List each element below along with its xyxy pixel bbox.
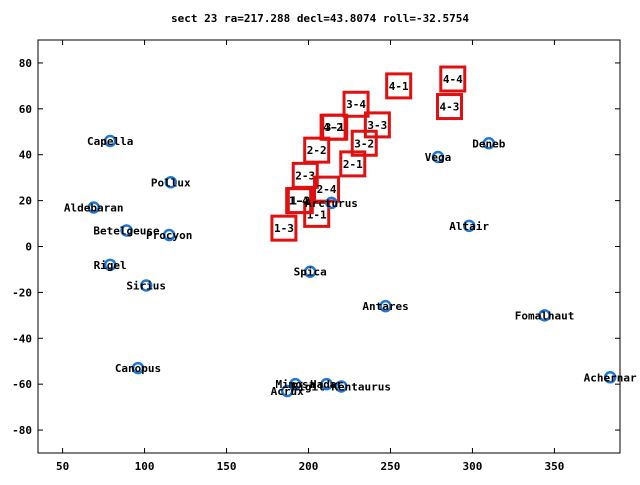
star-marker-rigel [103, 258, 117, 272]
star-label-sirius: Sirius [126, 280, 166, 293]
x-tick-label: 100 [135, 460, 155, 473]
star-marker-acrux [280, 384, 294, 398]
star-marker-pollux [164, 176, 178, 189]
star-label-capella: Capella [87, 135, 133, 148]
star-marker-spica [303, 265, 317, 278]
sector-label-3-2: 3-2 [354, 137, 374, 150]
star-label-altair: Altair [449, 220, 489, 233]
sector-label-4-4: 4-4 [443, 73, 463, 86]
star-label-antares: Antares [362, 300, 408, 313]
star-label-arcturus: Arcturus [305, 197, 358, 210]
y-tick-label: -60 [12, 378, 32, 391]
sector-box-1-3 [270, 214, 298, 242]
y-tick-label: -80 [12, 424, 32, 437]
x-tick-label: 50 [56, 460, 69, 473]
star-label-mimosa: Mimosa [276, 378, 316, 391]
y-tick-label: 80 [19, 57, 32, 70]
sector-label-4-1: 4-1 [389, 80, 409, 93]
star-label-canopus: Canopus [115, 362, 161, 375]
star-label-spica: Spica [294, 266, 327, 279]
sector-box-3-4 [342, 90, 370, 118]
sector-box-4-3 [435, 93, 463, 121]
star-label-procyon: Procyon [146, 229, 192, 242]
y-tick-label: 20 [19, 195, 32, 208]
y-tick-label: -20 [12, 286, 32, 299]
star-label-fomalhaut: Fomalhaut [515, 309, 575, 322]
star-marker-altair [462, 219, 476, 233]
star-marker-vega [431, 150, 445, 164]
star-markers [87, 134, 617, 398]
star-marker-betelgeuse [120, 224, 133, 237]
x-tick-label: 250 [381, 460, 401, 473]
star-marker-aldebaran [87, 201, 100, 214]
chart-title: sect 23 ra=217.288 decl=43.8074 roll=-32… [171, 12, 469, 25]
y-tick-label: -40 [12, 332, 32, 345]
star-label-rigel: Rigel [94, 259, 127, 272]
x-tick-label: 300 [463, 460, 483, 473]
star-marker-rigil-kentaurus [335, 380, 348, 393]
sector-label-2-1: 2-1 [343, 158, 363, 171]
sector-label-1-4: 1-4 [289, 195, 309, 208]
star-marker-arcturus [325, 196, 338, 210]
star-label-rigil-kentaurus: Rigil Kentaurus [292, 380, 391, 393]
sector-label-2-4: 2-4 [317, 183, 337, 196]
sector-box-3-3 [363, 111, 391, 139]
star-label-deneb: Deneb [472, 137, 505, 150]
star-marker-canopus [131, 361, 145, 375]
star-label-achernar: Achernar [584, 371, 637, 384]
y-tick-label: 0 [25, 241, 32, 254]
sector-box-2-3 [291, 161, 319, 189]
sector-boxes: 1-11-21-31-42-12-22-32-43-13-23-33-44-14… [270, 65, 467, 242]
star-marker-procyon [162, 228, 176, 242]
x-tick-label: 200 [299, 460, 319, 473]
axis-ticks: 50 100 150 200 250 300 350 -80 -60 -40 -20 0 20 40 60 8… [12, 40, 620, 473]
sector-label-1-3: 1-3 [274, 222, 294, 235]
star-marker-sirius [139, 279, 153, 292]
sector-label-3-3: 3-3 [367, 119, 387, 132]
star-label-hadar: Hadar [310, 378, 343, 391]
star-label-vega: Vega [425, 151, 452, 164]
star-marker-fomalhaut [538, 309, 551, 322]
star-marker-deneb [482, 137, 496, 150]
y-tick-label: 40 [19, 149, 32, 162]
star-marker-hadar [320, 377, 333, 391]
star-label-aldebaran: Aldebaran [64, 201, 124, 214]
sector-box-4-4 [439, 65, 467, 93]
sector-label-4-3: 4-3 [440, 101, 460, 114]
y-tick-label: 60 [19, 103, 32, 116]
star-label-pollux: Pollux [151, 176, 191, 189]
star-marker-mimosa [289, 377, 302, 391]
sector-label-2-3: 2-3 [295, 169, 315, 182]
star-marker-achernar [603, 371, 617, 384]
sector-box-4-1 [385, 72, 413, 100]
x-tick-label: 350 [544, 460, 564, 473]
sector-box-4-2 [319, 113, 347, 141]
star-label-betelgeuse: Betelgeuse [93, 224, 160, 237]
sector-label-2-2: 2-2 [307, 144, 327, 157]
x-tick-label: 150 [217, 460, 237, 473]
star-label-acrux: Acrux [271, 385, 304, 398]
sector-label-1-2: 1-2 [290, 195, 310, 208]
star-marker-antares [379, 299, 392, 313]
sector-label-4-2: 4-2 [323, 121, 343, 134]
star-marker-capella [103, 134, 117, 148]
sector-label-3-1: 3-1 [325, 121, 345, 134]
sector-label-3-4: 3-4 [346, 98, 366, 111]
